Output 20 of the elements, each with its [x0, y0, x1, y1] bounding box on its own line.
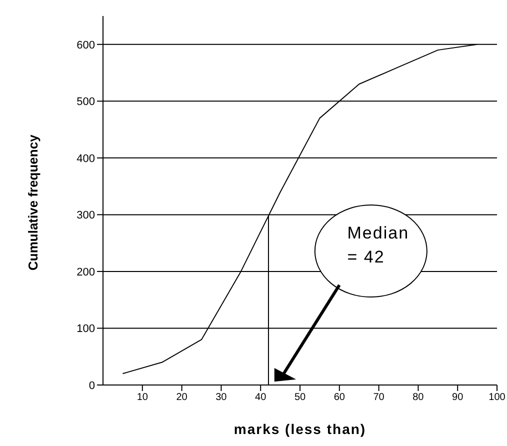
x-tick-label: 10	[136, 392, 148, 404]
y-tick-label: 200	[76, 266, 95, 278]
x-tick-label: 100	[488, 392, 506, 404]
y-tick-label: 500	[76, 96, 95, 108]
x-tick-label: 90	[452, 392, 464, 404]
y-tick-label: 300	[76, 210, 95, 222]
x-tick-label: 50	[294, 392, 306, 404]
x-axis-title: marks (less than)	[234, 421, 366, 437]
y-tick-label: 0	[88, 380, 95, 392]
annotation: Median = 42	[347, 224, 410, 267]
x-tick-label: 60	[334, 392, 346, 404]
y-tick-label: 600	[76, 39, 95, 52]
x-tick-label: 80	[412, 392, 424, 404]
x-tick-label: 30	[216, 392, 228, 404]
y-axis-title: Cumulative frequency	[26, 134, 41, 270]
x-tick-label: 40	[255, 392, 267, 404]
y-tick-label: 400	[76, 152, 95, 165]
x-tick-label: 20	[176, 392, 188, 404]
x-tick-label: 70	[373, 392, 385, 404]
y-tick-label: 100	[76, 323, 95, 336]
